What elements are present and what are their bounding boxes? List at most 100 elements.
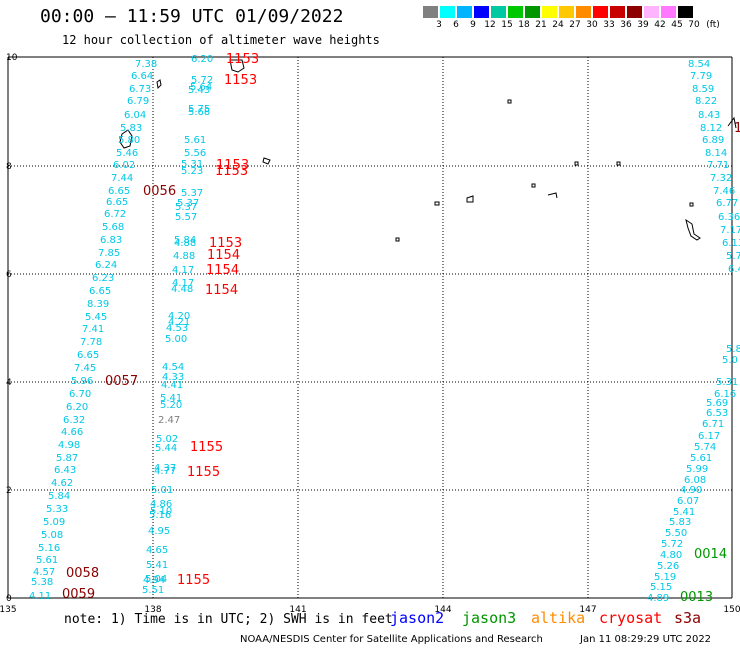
wave-height-label: 7.17 xyxy=(720,225,740,236)
island-outline xyxy=(574,161,579,166)
wave-height-label: 4.66 xyxy=(61,427,83,438)
x-tick-label: 147 xyxy=(579,605,596,615)
wave-height-label: 7.38 xyxy=(135,59,157,70)
x-tick-label: 141 xyxy=(289,605,306,615)
wave-height-label: 5.72 xyxy=(661,539,683,550)
wave-height-label: 4.89 xyxy=(647,593,669,604)
legend-swatches xyxy=(422,5,694,19)
wave-height-label: 6.72 xyxy=(104,209,126,220)
y-tick-label: 6 xyxy=(6,270,12,280)
island-outline xyxy=(262,157,271,165)
wave-height-label: 8.12 xyxy=(700,123,722,134)
wave-height-label: 5.68 xyxy=(188,107,210,118)
wave-height-label: 5.10 xyxy=(150,506,172,517)
wave-height-label: 4.48 xyxy=(171,284,193,295)
wave-height-label: 5.8 xyxy=(726,344,740,355)
wave-height-label: 4.57 xyxy=(33,567,55,578)
wave-height-label: 7.32 xyxy=(710,173,732,184)
wave-height-label: 6.24 xyxy=(95,260,117,271)
wave-height-label: 2.47 xyxy=(158,415,180,426)
wave-height-label: 6.17 xyxy=(698,431,720,442)
legend-jason3: jason3 xyxy=(462,609,517,627)
wave-height-label: 5.61 xyxy=(36,555,58,566)
legend-label: 33 xyxy=(603,20,615,30)
y-tick-label: 2 xyxy=(6,486,12,496)
legend-swatch xyxy=(575,5,592,19)
wave-height-label: 5.61 xyxy=(690,453,712,464)
wave-height-label: 5.31 xyxy=(181,159,203,170)
wave-height-label: 5.01 xyxy=(151,485,173,496)
map-subtitle: 12 hour collection of altimeter wave hei… xyxy=(62,33,380,47)
wave-height-label: 8.22 xyxy=(695,96,717,107)
legend-swatch xyxy=(626,5,643,19)
wave-height-label: 4.17 xyxy=(172,265,194,276)
pass-time-label: 1153 xyxy=(226,52,259,67)
wave-height-label: 6.73 xyxy=(129,84,151,95)
legend-swatch xyxy=(592,5,609,19)
wave-height-label: 8.39 xyxy=(87,299,109,310)
wave-height-label: 5.33 xyxy=(46,504,68,515)
y-tick-label: 4 xyxy=(6,378,12,388)
wave-height-label: 6.07 xyxy=(677,496,699,507)
wave-height-label: 5.44 xyxy=(155,443,177,454)
wave-height-label: 6.23 xyxy=(92,273,114,284)
wave-height-label: 5.75 xyxy=(188,104,210,115)
wave-height-label: 6.89 xyxy=(702,135,724,146)
wave-height-label: 5.31 xyxy=(716,377,738,388)
wave-height-label: 4.88 xyxy=(173,251,195,262)
wave-height-label: 6.43 xyxy=(54,465,76,476)
wave-height-label: 5.46 xyxy=(116,148,138,159)
wave-height-label: 4.88 xyxy=(174,238,196,249)
wave-height-label: 6.65 xyxy=(108,186,130,197)
island-outline xyxy=(156,79,162,90)
wave-height-label: 5.43 xyxy=(188,85,210,96)
pass-time-label: 1154 xyxy=(207,248,240,263)
wave-height-label: 4.90 xyxy=(680,485,702,496)
island-outline xyxy=(547,192,558,199)
legend-swatch xyxy=(677,5,694,19)
wave-height-label: 5.87 xyxy=(56,453,78,464)
wave-height-label: 6.04 xyxy=(124,110,146,121)
pass-time-label: 1153 xyxy=(209,236,242,251)
wave-height-label: 5.20 xyxy=(160,400,182,411)
wave-height-label: 6.02 xyxy=(113,160,135,171)
wave-height-label: 5.56 xyxy=(184,148,206,159)
wave-height-label: 6.65 xyxy=(89,286,111,297)
wave-height-label: 7.85 xyxy=(98,248,120,259)
wave-height-label: 6.20 xyxy=(66,402,88,413)
legend-swatch xyxy=(660,5,677,19)
legend-swatch xyxy=(507,5,524,19)
wave-height-label: 6.77 xyxy=(716,198,738,209)
wave-height-label: 6.70 xyxy=(69,389,91,400)
color-legend: 3 6 9 12 15 18 21 24 27 30 33 36 39 42 45 70 (ft) xyxy=(422,5,720,31)
pass-time-label: 0014 xyxy=(694,547,727,562)
wave-height-label: 6.08 xyxy=(684,475,706,486)
wave-height-label: 4.62 xyxy=(51,478,73,489)
pass-time-label: 1153 xyxy=(216,158,249,173)
x-tick-label: 135 xyxy=(0,605,17,615)
wave-height-label: 6.36 xyxy=(718,212,740,223)
pass-time-label: 1153 xyxy=(224,73,257,88)
wave-height-label: 5.64 xyxy=(190,82,212,93)
wave-height-label: 5.57 xyxy=(175,212,197,223)
wave-height-label: 4.95 xyxy=(148,526,170,537)
wave-height-label: 4.53 xyxy=(166,323,188,334)
pass-time-label: 1154 xyxy=(205,283,238,298)
pass-time-label: 1155 xyxy=(187,465,220,480)
wave-height-label: 7.41 xyxy=(82,324,104,335)
footer-credit: NOAA/NESDIS Center for Satellite Applica… xyxy=(240,634,543,645)
axis-ticks: 135 138 141 144 147 150 0 2 4 6 8 10 xyxy=(0,53,740,615)
wave-height-label: 6.53 xyxy=(706,408,728,419)
legend-cryosat: cryosat xyxy=(599,609,663,627)
wave-height-label: 5.50 xyxy=(665,528,687,539)
wave-height-label: 5.0 xyxy=(722,355,738,366)
pass-time-label: 0013 xyxy=(680,590,713,605)
legend-label: 18 xyxy=(518,20,530,30)
y-tick-label: 0 xyxy=(6,594,12,604)
island-outline xyxy=(507,99,512,104)
wave-height-label: 4.33 xyxy=(162,372,184,383)
wave-height-label: 4.86 xyxy=(150,499,172,510)
wave-height-label: 6.13 xyxy=(722,238,740,249)
legend-label: 30 xyxy=(586,20,598,30)
wave-height-label: 7.78 xyxy=(80,337,102,348)
